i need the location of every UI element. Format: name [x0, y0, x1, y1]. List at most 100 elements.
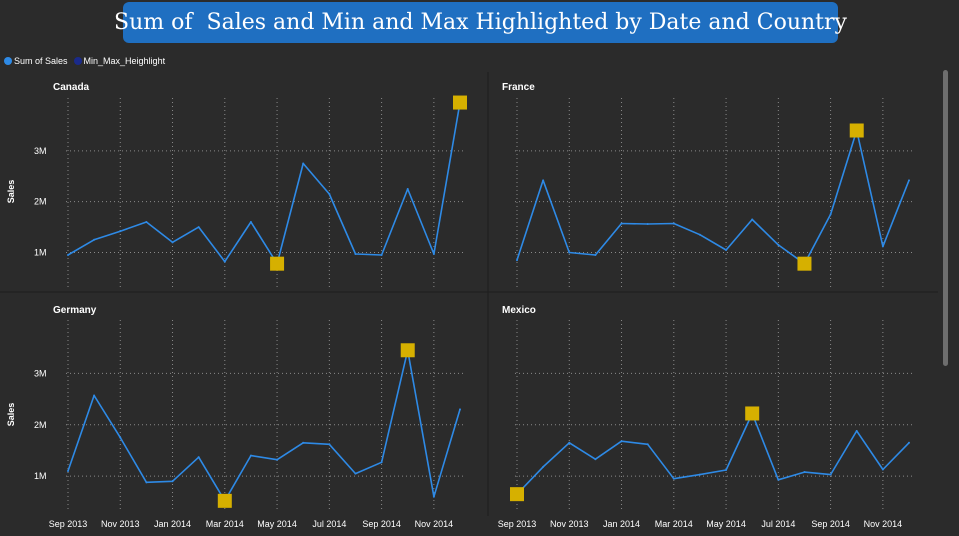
x-tick-label: Nov 2014: [864, 519, 903, 529]
data-point: [93, 394, 96, 397]
data-point: [568, 251, 571, 254]
x-tick-label: May 2014: [257, 519, 297, 529]
data-point: [67, 470, 69, 473]
data-point: [67, 254, 69, 257]
y-tick-label: 2M: [34, 197, 47, 207]
data-point: [908, 441, 910, 444]
data-point: [803, 471, 806, 474]
x-tick-label: Sep 2014: [811, 519, 850, 529]
y-tick-label: 3M: [34, 368, 47, 378]
data-point: [302, 441, 305, 444]
data-point: [672, 222, 675, 225]
x-tick-label: Jul 2014: [761, 519, 795, 529]
x-tick-label: Nov 2013: [101, 519, 140, 529]
data-point: [646, 223, 649, 226]
data-point: [568, 441, 571, 444]
highlight-marker: [453, 95, 467, 110]
data-point: [542, 465, 545, 468]
y-tick-label: 1M: [34, 471, 47, 481]
data-point: [777, 243, 780, 246]
x-tick-label: Nov 2014: [415, 519, 454, 529]
data-point: [725, 248, 728, 251]
data-point: [328, 193, 331, 196]
data-point: [276, 458, 279, 461]
panel-title-france: France: [502, 82, 535, 93]
legend-item-sales[interactable]: Sum of Sales: [4, 56, 68, 66]
panel-france: France: [502, 82, 915, 287]
panel-title-canada: Canada: [53, 82, 90, 93]
data-point: [698, 473, 701, 476]
x-tick-label: Sep 2013: [49, 519, 88, 529]
data-point: [881, 468, 884, 471]
data-point: [432, 495, 435, 498]
data-point: [145, 221, 148, 223]
x-tick-label: Mar 2014: [206, 519, 244, 529]
data-point: [594, 254, 597, 257]
vertical-scrollbar[interactable]: [943, 70, 948, 366]
data-point: [542, 179, 545, 182]
data-point: [829, 213, 832, 216]
data-point: [432, 253, 435, 256]
x-tick-label: Jan 2014: [154, 519, 191, 529]
data-point: [171, 480, 174, 483]
data-point: [620, 222, 623, 225]
data-point: [380, 461, 383, 464]
highlight-marker: [217, 493, 232, 508]
data-point: [223, 260, 226, 263]
y-axis-label: Sales: [6, 403, 16, 427]
legend-dot-highlight: [73, 57, 82, 65]
data-point: [908, 179, 910, 182]
data-point: [698, 233, 701, 236]
y-tick-label: 2M: [34, 420, 47, 430]
panel-mexico: Mexico Sep 2013 Nov 2013 Jan 2014 Mar 2014 Ma…: [498, 305, 915, 529]
data-point: [672, 477, 675, 480]
highlight-marker: [849, 123, 864, 138]
x-tick-label: May 2014: [706, 519, 746, 529]
data-point: [380, 254, 383, 257]
x-tick-label: Sep 2014: [362, 519, 401, 529]
x-tick-label: Jul 2014: [312, 519, 346, 529]
highlight-marker: [510, 487, 524, 502]
y-axis-label: Sales: [6, 180, 16, 204]
y-tick-label: 1M: [34, 248, 47, 258]
highlight-marker: [797, 256, 812, 271]
data-point: [751, 218, 754, 221]
data-point: [406, 187, 409, 190]
panel-canada: Canada 1M 2M 3M Sales: [6, 82, 467, 287]
panel-title-mexico: Mexico: [502, 305, 536, 316]
data-point: [119, 436, 122, 439]
highlight-marker: [745, 406, 760, 421]
panel-title-germany: Germany: [53, 305, 97, 316]
data-point: [171, 241, 174, 244]
legend[interactable]: Sum of Sales Min_Max_Heighlight: [4, 55, 171, 67]
data-point: [197, 226, 200, 229]
title-banner: Sum of Sales and Min and Max Highlighted…: [114, 2, 847, 43]
series-line-canada: [67, 102, 461, 265]
data-point: [725, 469, 728, 471]
series-line-mexico: [516, 412, 910, 495]
series-line-france: [516, 129, 910, 265]
data-point: [594, 458, 597, 461]
data-point: [249, 454, 252, 457]
series-line-germany: [67, 349, 461, 502]
data-point: [93, 238, 96, 241]
x-tick-label: Jan 2014: [603, 519, 640, 529]
data-point: [620, 440, 623, 443]
x-tick-label: Sep 2013: [498, 519, 537, 529]
data-point: [302, 162, 305, 165]
data-point: [881, 245, 884, 248]
y-tick-label: 3M: [34, 146, 47, 156]
data-point: [328, 443, 331, 446]
data-point: [459, 408, 461, 411]
data-point: [354, 472, 357, 475]
data-point: [197, 456, 200, 459]
data-point: [516, 259, 518, 262]
legend-item-highlight[interactable]: Min_Max_Heighlight: [73, 56, 165, 66]
x-tick-label: Mar 2014: [655, 519, 693, 529]
highlight-marker: [270, 256, 285, 271]
data-point: [829, 473, 832, 476]
data-point: [646, 443, 649, 446]
data-point: [119, 230, 122, 233]
legend-label-sales: Sum of Sales: [14, 56, 68, 66]
